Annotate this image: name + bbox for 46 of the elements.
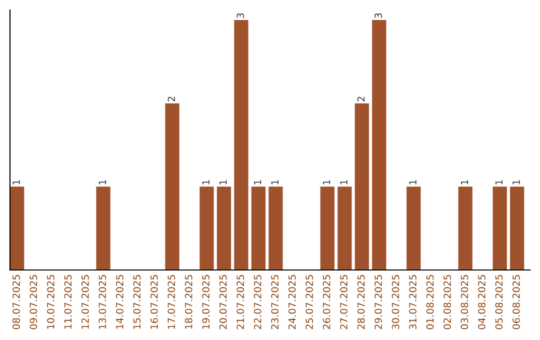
x-tick-label: 21.07.2025	[236, 275, 244, 330]
x-tick-label: 04.08.2025	[478, 275, 486, 330]
x-tick-label: 02.08.2025	[444, 275, 451, 330]
x-tick-label: 13.07.2025	[98, 275, 106, 329]
data-label: 1	[512, 180, 520, 184]
x-tick-label: 18.07.2025	[184, 275, 192, 329]
x-tick-label: 19.07.2025	[202, 275, 210, 329]
data-label: 3	[374, 13, 382, 18]
x-tick-label: 24.07.2025	[288, 275, 296, 330]
x-tick-label: 12.07.2025	[82, 275, 89, 329]
x-tick-label: 29.07.2025	[374, 275, 382, 330]
data-label: 1	[254, 180, 262, 184]
data-label: 1	[340, 180, 348, 184]
x-tick-label: 20.07.2025	[219, 275, 227, 330]
data-label: 1	[460, 180, 468, 184]
x-tick-label: 09.07.2025	[30, 275, 38, 330]
data-label: 1	[12, 180, 20, 184]
x-tick-label: 26.07.2025	[322, 275, 330, 330]
x-tick-label: 14.07.2025	[116, 275, 124, 329]
x-tick-label: 31.07.2025	[409, 275, 416, 330]
x-tick-label: 03.08.2025	[460, 275, 468, 330]
x-tick-label: 01.08.2025	[426, 275, 434, 330]
x-tick-label: 06.08.2025	[512, 275, 520, 330]
x-tick-label: 22.07.2025	[254, 275, 262, 330]
x-tick-label: 28.07.2025	[357, 275, 365, 330]
x-tick-label: 11.07.2025	[64, 275, 72, 329]
x-tick-label: 16.07.2025	[150, 275, 158, 329]
data-label: 1	[271, 180, 278, 184]
data-label: 1	[323, 180, 330, 184]
data-label: 1	[202, 180, 210, 184]
x-tick-label: 05.08.2025	[495, 275, 503, 330]
x-tick-label: 30.07.2025	[392, 275, 400, 330]
x-tick-label: 08.07.2025	[12, 275, 20, 330]
data-label: 1	[495, 180, 503, 184]
x-tick-label: 10.07.2025	[47, 275, 54, 329]
x-tick-label: 27.07.2025	[340, 275, 348, 330]
x-tick-label: 25.07.2025	[306, 275, 313, 330]
x-tick-label: 23.07.2025	[271, 275, 279, 330]
x-tick-label: 15.07.2025	[133, 275, 141, 329]
data-label: 1	[98, 180, 106, 184]
data-label: 3	[236, 13, 244, 18]
x-tick-label: 17.07.2025	[168, 275, 176, 329]
data-label: 1	[409, 180, 416, 184]
data-label: 1	[220, 180, 227, 184]
data-label: 2	[168, 96, 175, 102]
data-label: 2	[357, 96, 365, 102]
